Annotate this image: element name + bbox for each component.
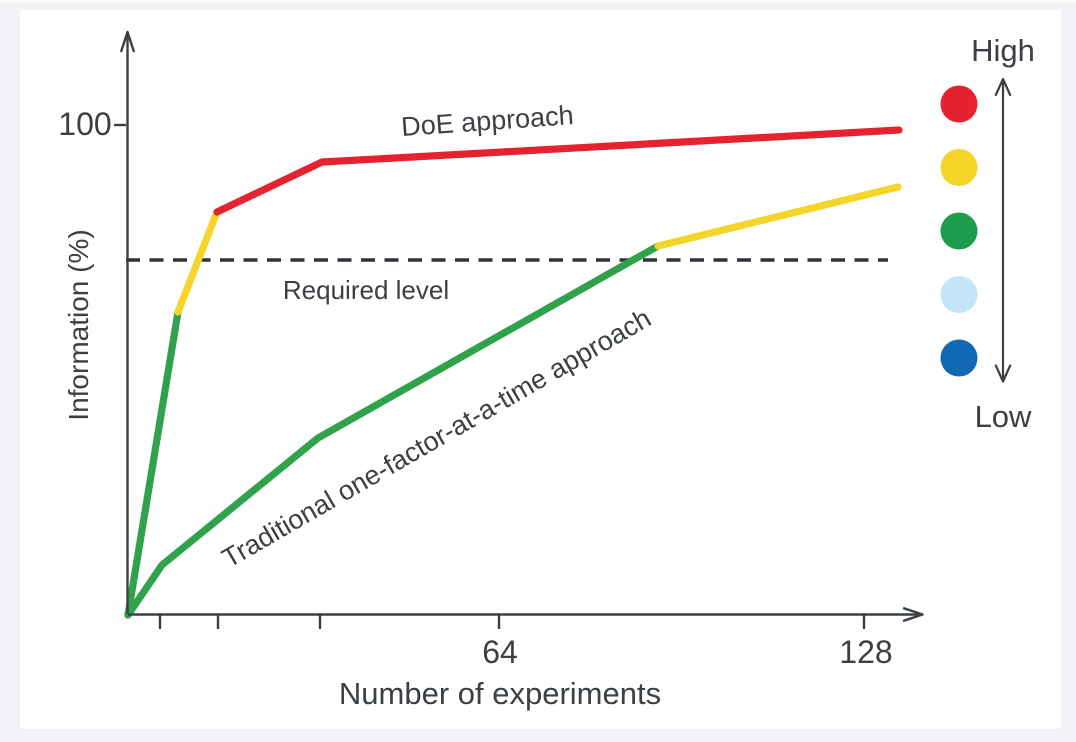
svg-text:Required level: Required level	[283, 275, 449, 305]
svg-text:Number of experiments: Number of experiments	[339, 676, 661, 711]
svg-text:64: 64	[482, 634, 518, 670]
svg-text:Low: Low	[975, 399, 1032, 434]
svg-text:128: 128	[839, 634, 892, 670]
svg-text:High: High	[971, 33, 1035, 68]
svg-text:100: 100	[58, 106, 111, 142]
svg-text:Information (%): Information (%)	[63, 229, 94, 420]
